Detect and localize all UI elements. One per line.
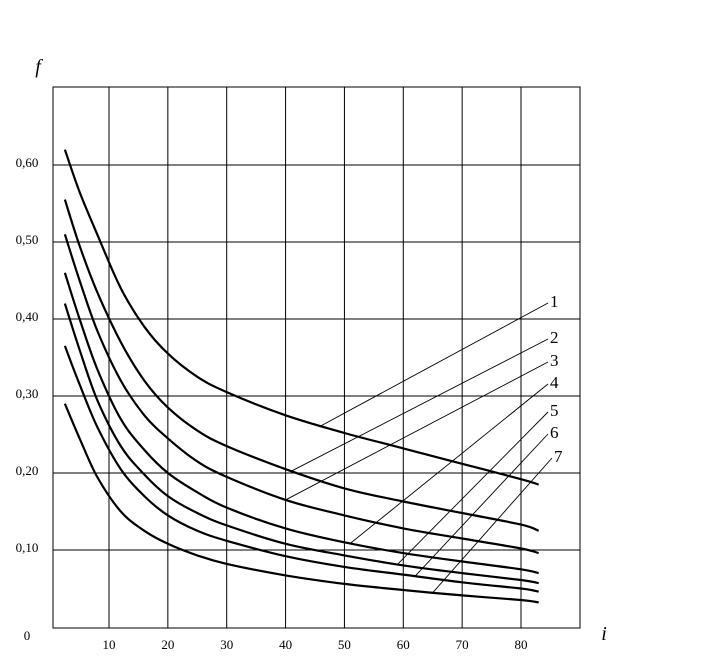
leader-line-3 [285,361,549,501]
curve-3 [63,233,540,555]
curve-4 [63,272,539,575]
origin-label: 0 [24,628,31,643]
y-tick-label: 0,10 [16,540,39,555]
x-tick-label: 50 [338,637,351,652]
curve-5 [63,303,539,585]
x-axis-title: i [601,623,607,645]
leader-line-6 [414,433,549,577]
plot-frame [52,86,581,629]
leader-line-1 [320,302,549,427]
leaders-layer: 1 2 3 4 5 6 7 [285,292,563,594]
y-tick-label: 0,20 [16,463,39,478]
curve-label-3: 3 [550,351,559,370]
y-tick-label: 0,60 [16,155,39,170]
x-tick-label: 80 [515,637,528,652]
y-axis-title: f [35,56,43,78]
curve-7 [63,403,539,604]
curve-label-4: 4 [550,373,559,392]
leader-line-7 [432,457,553,594]
curve-label-2: 2 [550,328,559,347]
leader-line-4 [350,383,549,544]
x-tick-label: 70 [456,637,469,652]
curve-1 [63,149,540,486]
curve-label-5: 5 [550,401,559,420]
grid-layer [53,87,580,628]
x-tick-label: 10 [103,637,116,652]
x-tick-label: 60 [397,637,410,652]
x-tick-label: 30 [220,637,233,652]
x-tick-label: 40 [279,637,292,652]
curve-6 [63,345,539,593]
curve-label-7: 7 [554,447,563,466]
curve-label-6: 6 [550,423,559,442]
y-tick-label: 0,30 [16,386,39,401]
x-tick-label: 20 [161,637,174,652]
y-tick-label: 0,50 [16,232,39,247]
y-tick-label: 0,40 [16,309,39,324]
curve-label-1: 1 [550,292,559,311]
curve-2 [63,199,540,532]
curves-layer [63,149,540,604]
ticks-layer: 10 20 30 40 50 60 70 80 0,10 0,20 0,30 0,40 0,50 0,60 [16,155,528,652]
leader-line-2 [291,338,549,472]
leader-line-5 [397,411,549,565]
